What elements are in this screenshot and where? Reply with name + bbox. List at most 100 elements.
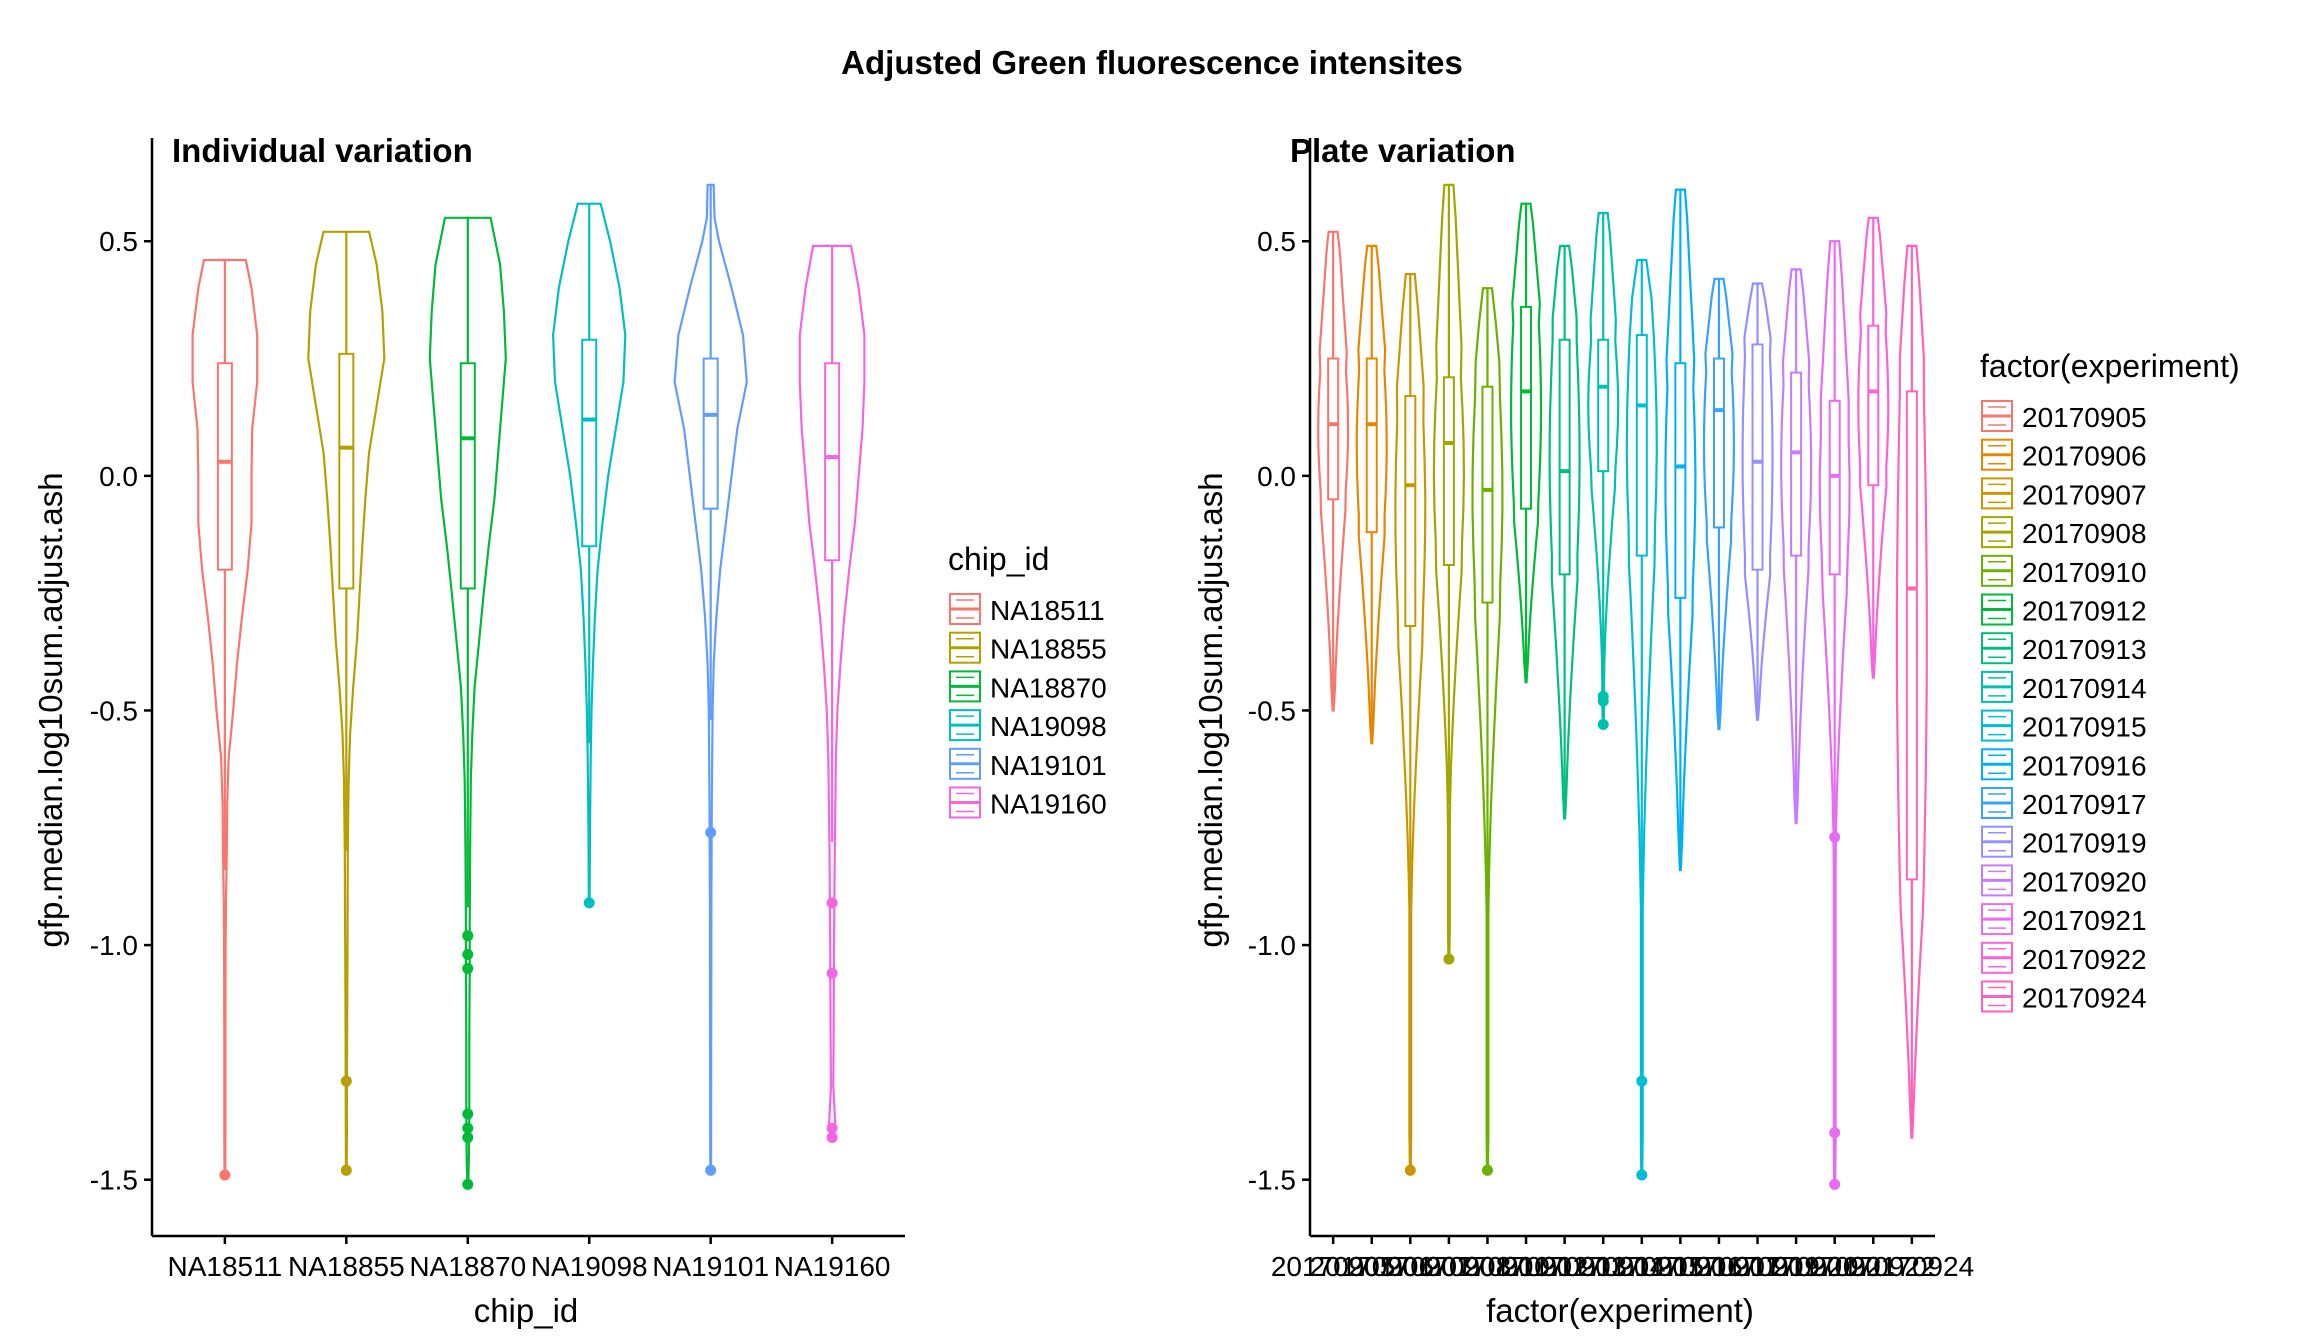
outlier-point — [1597, 695, 1609, 707]
violin-outline — [1317, 230, 1350, 712]
legend-key: 20170913 — [1981, 632, 2147, 665]
box — [1597, 338, 1610, 473]
outlier-point — [462, 963, 474, 975]
violin-NA18511 — [191, 258, 259, 1181]
outlier-point — [826, 967, 838, 979]
violin-NA19098 — [551, 202, 627, 909]
outlier-point — [462, 948, 474, 960]
x-tick-label: 20170914 — [1541, 1251, 1666, 1282]
legend-key: NA18511 — [949, 593, 1105, 626]
box — [1635, 334, 1648, 557]
violin-20170924 — [1895, 244, 1928, 1139]
box — [1712, 357, 1725, 529]
x-axis-title: chip_id — [474, 1292, 579, 1329]
legend-label: 20170908 — [2022, 518, 2147, 549]
outlier-point — [462, 1122, 474, 1134]
y-tick-label: -0.5 — [1248, 695, 1296, 726]
legend-key: 20170920 — [1981, 864, 2147, 897]
outlier-point — [1829, 1127, 1841, 1139]
violin-outline — [1780, 268, 1813, 825]
x-tick-label: 20170919 — [1695, 1251, 1820, 1282]
legend-label: 20170915 — [2022, 712, 2147, 743]
outlier-point — [1829, 831, 1841, 843]
x-tick-label: 20170913 — [1502, 1251, 1627, 1282]
legend-key: 20170915 — [1981, 709, 2147, 743]
panel-title: Individual variation — [172, 132, 473, 169]
legend-key: NA19098 — [949, 709, 1107, 742]
outlier-point — [462, 1178, 474, 1190]
outlier-point — [462, 1131, 474, 1143]
box — [1520, 305, 1533, 510]
x-tick-label: NA18511 — [168, 1251, 283, 1282]
y-tick-label: 0.0 — [1257, 461, 1296, 492]
violin-outline — [1548, 244, 1581, 820]
x-tick-label: 20170915 — [1580, 1251, 1705, 1282]
violin-20170920 — [1780, 268, 1813, 825]
legend-key: NA18870 — [949, 670, 1107, 703]
legend-label: 20170912 — [2022, 596, 2147, 627]
legend-key: NA19160 — [949, 786, 1107, 820]
outlier-point — [1481, 1164, 1493, 1176]
x-tick-label: 20170917 — [1657, 1251, 1782, 1282]
x-tick-label: 20170920 — [1734, 1251, 1859, 1282]
box — [338, 352, 355, 590]
legend-label: NA19160 — [990, 789, 1107, 820]
legend-label: 20170922 — [2022, 944, 2147, 975]
y-tick-label: -0.5 — [90, 695, 138, 726]
box — [1674, 362, 1687, 599]
legend-key: 20170905 — [1981, 400, 2147, 433]
y-tick-label: -1.0 — [90, 930, 138, 961]
y-tick-label: -1.5 — [90, 1165, 138, 1196]
panel-title: Plate variation — [1290, 132, 1516, 169]
violin-NA18870 — [428, 216, 507, 1190]
outlier-point — [826, 897, 838, 909]
box — [1327, 357, 1340, 501]
outlier-point — [1404, 1164, 1416, 1176]
violin-20170914 — [1587, 212, 1620, 731]
violin-NA19101 — [673, 183, 748, 1176]
outlier-point — [1597, 719, 1609, 731]
box — [581, 338, 598, 548]
legend-key: 20170907 — [1981, 477, 2147, 510]
legend-label: NA18511 — [990, 595, 1105, 626]
x-tick-label: 20170905 — [1271, 1251, 1396, 1282]
legend-label: 20170917 — [2022, 789, 2147, 820]
panel-plate-variation: Plate variation gfp.median.log10sum.adju… — [1192, 132, 2240, 1329]
legend-label: 20170906 — [2022, 441, 2147, 472]
x-tick-label: 20170922 — [1811, 1251, 1936, 1282]
violin-20170907 — [1394, 273, 1427, 1176]
legend-label: 20170921 — [2022, 905, 2147, 936]
violin-20170916 — [1664, 188, 1697, 872]
x-tick-label: 20170916 — [1618, 1251, 1743, 1282]
outlier-point — [1636, 1169, 1648, 1181]
box — [1558, 338, 1571, 576]
x-tick-label: NA19160 — [774, 1251, 891, 1282]
figure-title: Adjusted Green fluorescence intensites — [841, 44, 1463, 81]
outlier-point — [826, 1122, 838, 1134]
outlier-point — [219, 1169, 231, 1181]
x-axis-title: factor(experiment) — [1486, 1292, 1754, 1329]
y-tick-label: -1.0 — [1248, 930, 1296, 961]
box — [1751, 343, 1764, 571]
box — [824, 362, 841, 562]
box — [1481, 385, 1494, 604]
box — [1867, 324, 1880, 487]
legend-label: 20170914 — [2022, 673, 2147, 704]
legend-label: NA18870 — [990, 672, 1107, 703]
y-axis-title: gfp.median.log10sum.adjust.ash — [32, 472, 69, 947]
legend-key: 20170921 — [1981, 903, 2147, 936]
violin-20170915 — [1625, 258, 1658, 1181]
outlier-point — [1829, 1178, 1841, 1190]
y-tick-label: 0.0 — [99, 461, 138, 492]
legend: chip_id NA18511 NA18855 NA18870 NA19098 NA191… — [948, 541, 1107, 820]
x-tick-label: 20170912 — [1464, 1251, 1589, 1282]
legend-key: NA18855 — [949, 631, 1107, 665]
outlier-point — [826, 1131, 838, 1143]
legend-key: 20170914 — [1981, 670, 2147, 704]
violin-20170917 — [1702, 277, 1736, 731]
box — [216, 362, 233, 571]
plot-area: 0.50.0-0.5-1.0-1.52017090520170906201709… — [1248, 138, 1974, 1282]
violin-20170905 — [1317, 230, 1350, 712]
x-tick-label: 20170910 — [1425, 1251, 1550, 1282]
outlier-point — [705, 826, 717, 838]
